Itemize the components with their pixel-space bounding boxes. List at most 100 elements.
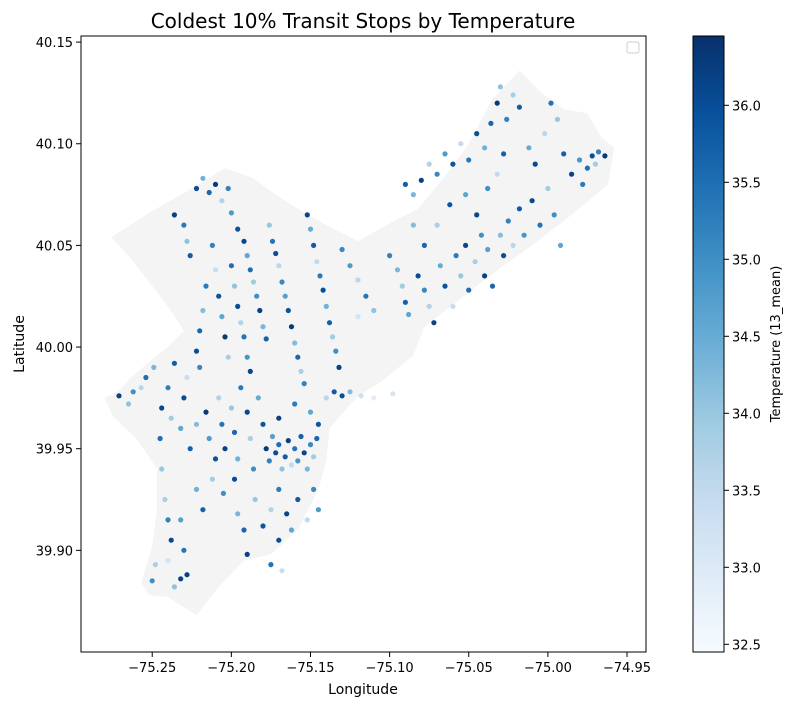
stop-point (311, 242, 317, 248)
stop-point (181, 395, 187, 401)
x-tick-label: −75.20 (207, 661, 255, 676)
stop-point (339, 393, 345, 399)
stop-point (260, 523, 266, 529)
stop-point (453, 253, 459, 259)
plot-frame (80, 35, 647, 653)
stop-point (206, 435, 212, 442)
colorbar-gradient (692, 35, 725, 653)
stop-point (482, 145, 488, 151)
stop-point (260, 421, 266, 427)
stop-point (489, 283, 496, 289)
stop-point (244, 551, 250, 558)
stop-point (584, 165, 591, 171)
stop-point (159, 466, 165, 472)
stop-point (301, 450, 307, 456)
colorbar-tick-label: 35.5 (732, 176, 761, 191)
stop-point (193, 486, 200, 492)
stop-point (276, 442, 282, 448)
stop-point (494, 100, 500, 106)
stop-point (247, 435, 253, 442)
stop-point (203, 409, 209, 415)
stop-point (209, 242, 215, 248)
stop-point (159, 405, 165, 411)
stop-point (171, 212, 177, 218)
stop-point (548, 100, 554, 106)
stop-point (219, 198, 225, 204)
y-axis-label: Latitude (12, 315, 28, 373)
stop-point (212, 456, 219, 462)
stop-point (323, 303, 329, 309)
stop-point (184, 374, 190, 381)
stop-point (292, 401, 298, 407)
stop-point (358, 393, 364, 399)
stop-point (276, 486, 282, 492)
stop-point (478, 232, 484, 238)
stop-point (331, 389, 337, 395)
colorbar-tick-label: 33.5 (732, 484, 761, 499)
stop-point (238, 385, 244, 391)
stop-point (421, 287, 427, 293)
stop-point (472, 259, 478, 265)
stop-point (168, 537, 174, 543)
stop-point (273, 250, 279, 257)
stop-point (295, 496, 301, 503)
colorbar-tick-label: 34.5 (732, 330, 761, 345)
x-tick-label: −75.00 (524, 661, 572, 676)
stop-point (415, 273, 421, 279)
stop-point (298, 433, 304, 440)
stop-point (442, 283, 448, 289)
colorbar: 32.5 33.0 33.5 34.0 34.5 35.0 35.5 36.0 (692, 35, 761, 653)
stop-point (171, 360, 177, 366)
stop-point (602, 153, 608, 159)
stop-point (244, 409, 250, 415)
stop-point (238, 320, 244, 326)
stop-point (257, 307, 263, 314)
stop-point (347, 263, 353, 269)
stop-point (311, 486, 317, 492)
stop-point (252, 496, 258, 503)
stop-point (231, 476, 238, 482)
stop-point (526, 145, 532, 151)
stop-point (311, 454, 317, 460)
stop-point (307, 409, 314, 415)
stop-point (437, 263, 443, 269)
stop-point (263, 446, 269, 452)
stop-point (320, 287, 326, 293)
stop-point (516, 104, 523, 110)
stop-point (268, 562, 274, 568)
stop-point (235, 303, 241, 309)
stop-point (197, 364, 203, 370)
stop-point (304, 517, 310, 523)
stop-point (298, 368, 304, 374)
stop-point (497, 232, 503, 238)
stop-point (288, 324, 295, 330)
stop-point (235, 226, 241, 232)
stop-point (326, 320, 333, 326)
stop-point (165, 385, 171, 391)
stop-point (181, 547, 187, 553)
stop-point (157, 435, 163, 442)
stop-point (323, 395, 329, 401)
stop-point (285, 438, 291, 444)
stop-point (268, 507, 274, 513)
stop-point (315, 421, 321, 427)
x-tick-label: −75.10 (366, 661, 414, 676)
stop-point (421, 242, 427, 248)
x-tick-label: −75.05 (445, 661, 493, 676)
stop-point (130, 389, 136, 395)
stop-point (485, 185, 491, 192)
colorbar-tick-label: 36.0 (732, 99, 761, 114)
stop-point (250, 279, 257, 285)
stop-point (216, 293, 222, 299)
stop-point (301, 381, 307, 387)
stop-point (410, 192, 416, 198)
stop-point (595, 149, 602, 155)
stop-point (474, 212, 480, 218)
colorbar-tick-label: 33.0 (732, 561, 761, 576)
stop-point (225, 354, 231, 360)
stop-point (138, 385, 144, 391)
stop-point (355, 314, 361, 320)
stop-point (347, 389, 353, 395)
stop-point (418, 177, 424, 183)
stop-point (228, 405, 234, 411)
